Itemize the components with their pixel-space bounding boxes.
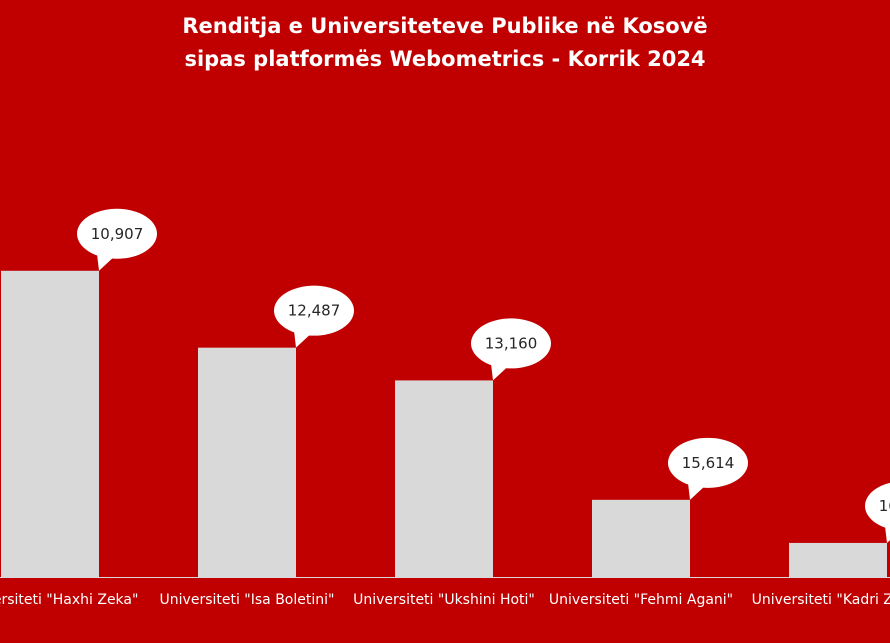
callout [471,318,551,369]
callout [77,208,157,259]
callout [865,482,890,530]
callout [885,525,890,543]
data-label: 13,160 [485,334,538,352]
x-tick-label: Universiteti "Ukshini Hoti" [353,592,535,608]
data-label: 12,487 [288,302,341,320]
chart-title: Renditja e Universiteteve Publike në Kos… [182,14,708,71]
bar [789,542,887,577]
bar [395,380,493,577]
data-label: 15,614 [682,454,735,472]
bar [198,347,296,577]
x-tick-label: Universiteti "Isa Boletini" [159,592,335,608]
x-tick-label: Universiteti "Haxhi Zeka" [0,592,139,608]
callout [274,285,354,336]
x-tick-label: Universiteti "Fehmi Agani" [548,592,734,608]
data-label: 10,907 [91,225,144,243]
data-label: 16,500 [879,497,890,515]
bar [1,270,99,577]
x-tick-label: Universiteti "Kadri Zeka" [751,592,890,608]
callout [668,437,748,488]
bar [592,499,690,577]
